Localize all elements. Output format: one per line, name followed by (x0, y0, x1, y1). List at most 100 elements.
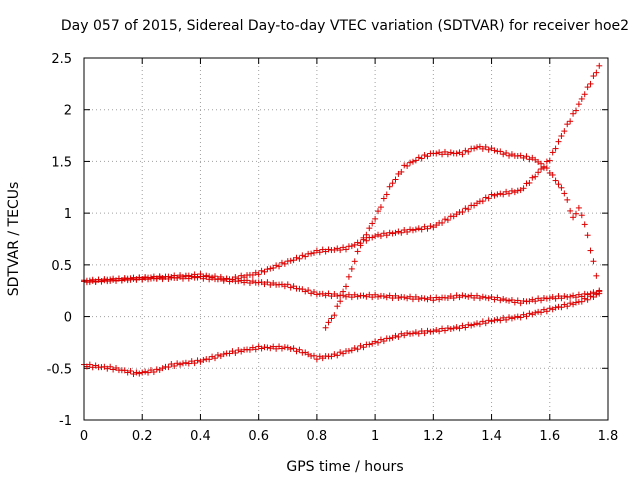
data-point (284, 344, 291, 351)
data-point (497, 317, 504, 324)
data-point (214, 351, 221, 358)
data-point (433, 150, 440, 157)
data-point (308, 250, 315, 257)
x-axis-label: GPS time / hours (286, 459, 403, 475)
data-point (133, 276, 140, 283)
data-point (278, 259, 285, 266)
data-point (127, 275, 134, 282)
data-point (412, 226, 419, 233)
data-point (191, 360, 198, 367)
data-point (427, 223, 434, 230)
data-point (468, 322, 475, 329)
data-point (485, 295, 492, 302)
data-point (229, 276, 236, 283)
data-point (497, 190, 504, 197)
data-point (575, 101, 582, 108)
x-tick-label: 1.8 (598, 429, 619, 444)
data-point (436, 328, 443, 335)
data-point (153, 366, 160, 373)
data-point (386, 183, 393, 190)
data-point (194, 357, 201, 364)
data-point (471, 145, 478, 152)
data-point (179, 360, 186, 367)
data-point (415, 296, 422, 303)
data-point (278, 345, 285, 352)
data-point (479, 198, 486, 205)
data-point (584, 84, 591, 91)
data-point (325, 246, 332, 253)
data-point (450, 295, 457, 302)
data-point (506, 297, 513, 304)
data-point (511, 189, 518, 196)
data-point (354, 248, 361, 255)
data-point (328, 315, 335, 322)
data-point (354, 293, 361, 300)
data-point (270, 264, 277, 271)
data-point (398, 168, 405, 175)
data-point (287, 257, 294, 264)
data-point (572, 210, 579, 217)
data-point (526, 179, 533, 186)
data-point (482, 294, 489, 301)
data-point (409, 227, 416, 234)
data-point (590, 258, 597, 265)
data-point (343, 283, 349, 290)
data-point (214, 276, 221, 283)
data-point (412, 329, 419, 336)
data-point (273, 262, 280, 269)
data-point (538, 160, 545, 167)
data-point (110, 366, 117, 373)
data-point (508, 187, 515, 194)
data-point (375, 208, 382, 215)
x-tick-label: 0 (80, 429, 88, 444)
data-point (494, 191, 501, 198)
data-point (322, 324, 329, 331)
data-point (345, 347, 352, 354)
data-point (354, 346, 361, 353)
data-point (564, 196, 571, 203)
data-point (296, 346, 303, 353)
data-point (578, 212, 585, 219)
data-point (299, 252, 306, 259)
data-point (526, 156, 533, 163)
data-point (462, 324, 469, 331)
x-tick-label: 1.6 (539, 429, 560, 444)
data-point (404, 162, 411, 169)
data-point (150, 369, 157, 376)
data-point (572, 294, 579, 301)
data-point (212, 355, 218, 362)
data-point (316, 249, 323, 256)
data-point (380, 293, 387, 300)
data-point (567, 118, 574, 125)
data-point (313, 291, 320, 298)
data-point (567, 293, 574, 300)
data-point (485, 317, 492, 324)
data-point (450, 325, 457, 332)
data-point (127, 367, 134, 374)
data-point (424, 327, 431, 334)
data-point (570, 110, 577, 117)
data-point (465, 321, 472, 328)
data-point (482, 320, 489, 327)
data-point (147, 274, 154, 281)
data-point (488, 191, 495, 198)
data-point (281, 260, 288, 267)
data-point (538, 309, 545, 316)
data-point (287, 345, 294, 352)
data-point (447, 326, 454, 333)
data-point (232, 349, 239, 356)
y-tick-label: 1 (64, 207, 72, 222)
data-point (523, 153, 530, 160)
data-point (258, 267, 265, 274)
data-point (357, 342, 364, 349)
data-point (526, 298, 533, 305)
data-point (377, 233, 384, 240)
data-point (572, 299, 579, 306)
data-point (532, 173, 539, 180)
data-point (418, 155, 425, 162)
data-point (415, 225, 422, 232)
data-point (267, 265, 274, 272)
data-point (133, 369, 140, 376)
data-point (398, 330, 405, 337)
